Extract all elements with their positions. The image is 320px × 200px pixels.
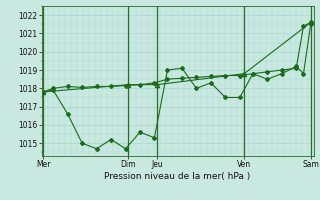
X-axis label: Pression niveau de la mer( hPa ): Pression niveau de la mer( hPa ) bbox=[104, 172, 251, 181]
